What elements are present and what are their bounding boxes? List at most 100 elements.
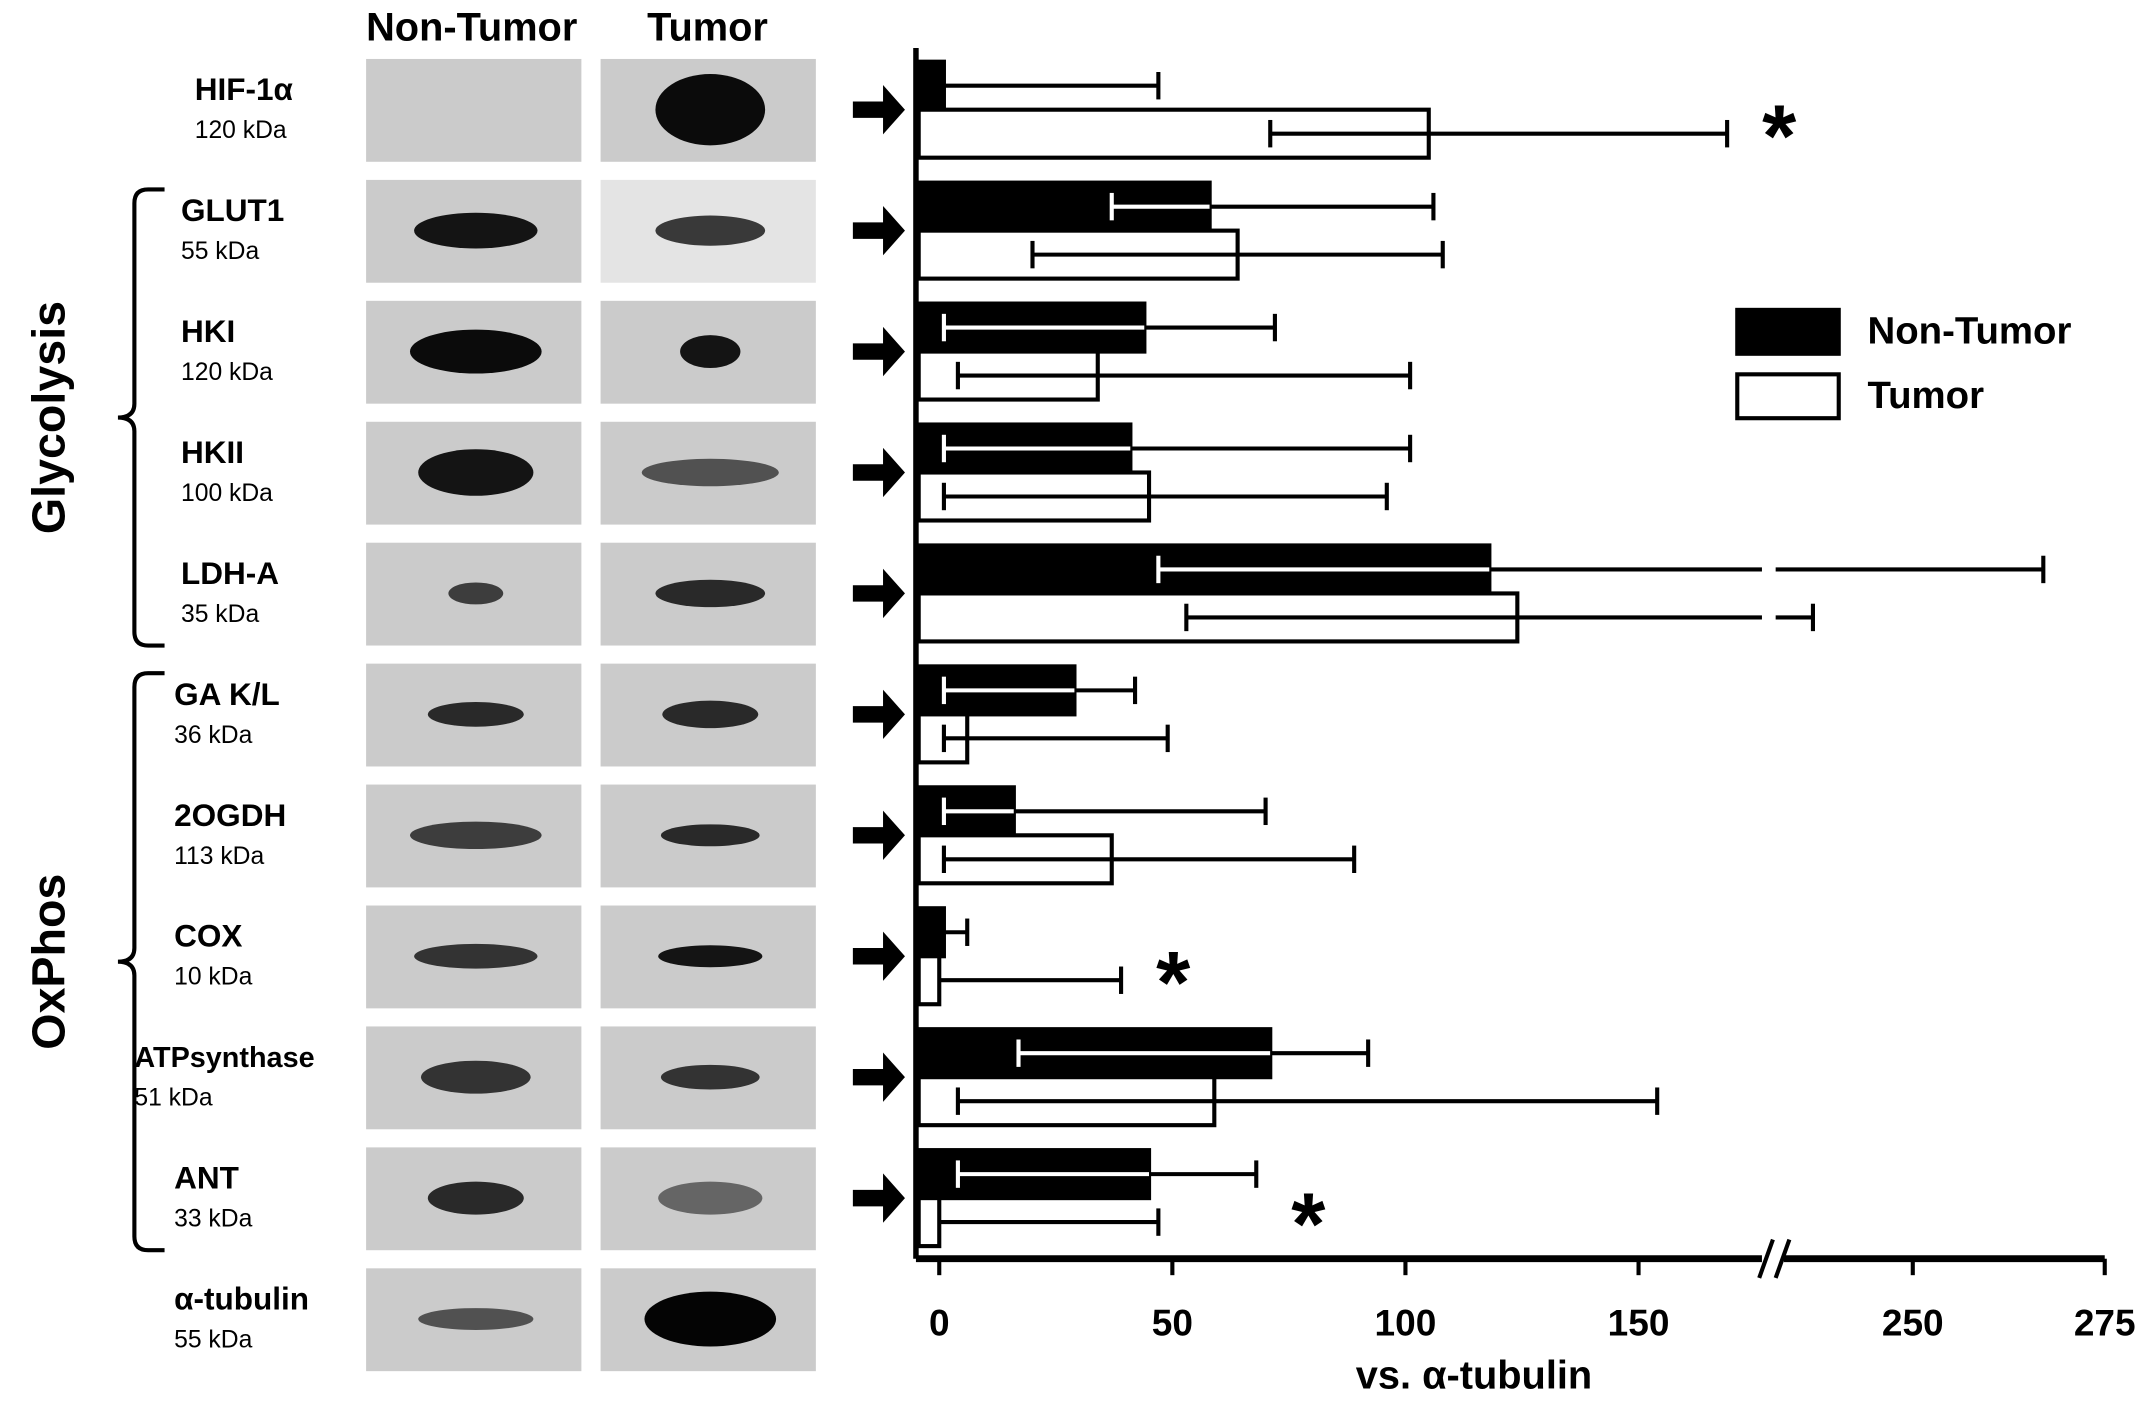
error-bar xyxy=(1268,119,1730,148)
blot-band xyxy=(660,1064,760,1090)
row-sublabel: 120 kDa xyxy=(195,117,287,144)
blot-band xyxy=(655,579,766,608)
blot-band xyxy=(680,335,741,369)
error-bar xyxy=(955,1160,1259,1188)
row-sublabel: 36 kDa xyxy=(174,722,252,749)
arrow xyxy=(852,689,905,740)
legend-swatch xyxy=(1735,372,1841,421)
arrow xyxy=(852,326,905,377)
error-bar xyxy=(955,1087,1660,1115)
row-sublabel: 55 kDa xyxy=(181,238,259,265)
error-bar xyxy=(943,71,1161,100)
blot-band xyxy=(641,458,779,487)
blot-band xyxy=(448,582,504,605)
bar xyxy=(916,1196,942,1249)
row-label: COX xyxy=(174,918,242,954)
error-bar xyxy=(941,676,1138,705)
blot-band xyxy=(418,449,534,496)
x-tick-label: 275 xyxy=(2074,1302,2136,1344)
x-tick-label: 100 xyxy=(1375,1302,1437,1344)
legend-swatch xyxy=(1735,307,1841,356)
error-bar xyxy=(1016,1039,1371,1067)
x-tick-label: 250 xyxy=(1882,1302,1944,1344)
arrow xyxy=(852,205,905,256)
arrow xyxy=(852,810,905,860)
blot-band xyxy=(658,945,763,968)
blot-band xyxy=(418,1308,534,1331)
column-header: Tumor xyxy=(647,6,768,50)
error-bar xyxy=(939,966,1124,994)
arrow xyxy=(852,1052,905,1102)
blot-band xyxy=(427,702,524,727)
row-label: GA K/L xyxy=(174,676,280,712)
row-sublabel: 113 kDa xyxy=(174,843,264,870)
error-bar xyxy=(943,918,970,946)
significance-marker: * xyxy=(1762,87,1797,185)
axis-break xyxy=(1757,1238,1775,1279)
loading-control-sublabel: 55 kDa xyxy=(174,1327,252,1354)
row-sublabel: 100 kDa xyxy=(181,480,273,507)
row-label: HIF-1α xyxy=(195,71,294,107)
blot-panel xyxy=(366,58,582,162)
error-bar xyxy=(941,797,1268,826)
arrow xyxy=(852,931,905,981)
row-label: GLUT1 xyxy=(181,192,284,228)
blot-band xyxy=(658,1181,763,1215)
bar xyxy=(916,954,942,1007)
group-bracket xyxy=(117,671,165,1253)
arrow xyxy=(852,447,905,498)
row-label: 2OGDH xyxy=(174,797,286,833)
column-header: Non-Tumor xyxy=(366,6,577,50)
legend-label: Tumor xyxy=(1868,374,1985,417)
x-axis-label: vs. α-tubulin xyxy=(1356,1354,1592,1398)
error-bar xyxy=(941,845,1357,874)
row-sublabel: 33 kDa xyxy=(174,1206,252,1233)
x-tick-label: 150 xyxy=(1608,1302,1670,1344)
axis-break-gap xyxy=(1772,1239,1784,1278)
significance-marker: * xyxy=(1156,933,1191,1031)
blot-band xyxy=(662,700,759,729)
row-label: HKI xyxy=(181,313,235,349)
axis-break-gap xyxy=(1761,27,1776,1298)
axis-break xyxy=(1773,1238,1792,1279)
error-bar xyxy=(941,482,1389,511)
row-sublabel: 120 kDa xyxy=(181,359,273,386)
error-bar xyxy=(955,361,1413,390)
arrow xyxy=(852,85,905,135)
blot-band xyxy=(414,943,538,969)
arrow xyxy=(852,568,905,619)
x-tick-label: 0 xyxy=(929,1302,950,1344)
blot-band xyxy=(409,821,542,850)
error-bar xyxy=(1109,192,1436,221)
blot-band xyxy=(660,824,760,847)
error-bar xyxy=(941,313,1277,342)
group-bracket xyxy=(117,187,165,648)
loading-control-label: α-tubulin xyxy=(174,1281,309,1317)
blot-band xyxy=(644,1291,777,1347)
row-label: HKII xyxy=(181,434,244,470)
group-label: Glycolysis xyxy=(22,301,74,534)
row-sublabel: 35 kDa xyxy=(181,601,259,628)
row-label: ATPsynthase xyxy=(134,1042,314,1074)
bar xyxy=(916,59,946,112)
row-label: LDH-A xyxy=(181,555,279,591)
blot-band xyxy=(655,215,766,246)
x-tick-label: 50 xyxy=(1152,1302,1193,1344)
row-label: ANT xyxy=(174,1160,239,1196)
blot-band xyxy=(420,1060,531,1094)
group-label: OxPhos xyxy=(22,874,74,1050)
blot-band xyxy=(427,1181,524,1215)
error-bar xyxy=(941,724,1170,753)
blot-band xyxy=(655,74,766,146)
error-bar xyxy=(941,434,1413,463)
row-sublabel: 10 kDa xyxy=(174,964,252,991)
row-sublabel: 51 kDa xyxy=(134,1085,212,1112)
error-bar xyxy=(1030,240,1445,269)
blot-band xyxy=(414,212,538,249)
error-bar xyxy=(939,1208,1161,1236)
arrow xyxy=(852,1173,905,1223)
significance-marker: * xyxy=(1291,1175,1326,1273)
legend-label: Non-Tumor xyxy=(1868,309,2072,352)
